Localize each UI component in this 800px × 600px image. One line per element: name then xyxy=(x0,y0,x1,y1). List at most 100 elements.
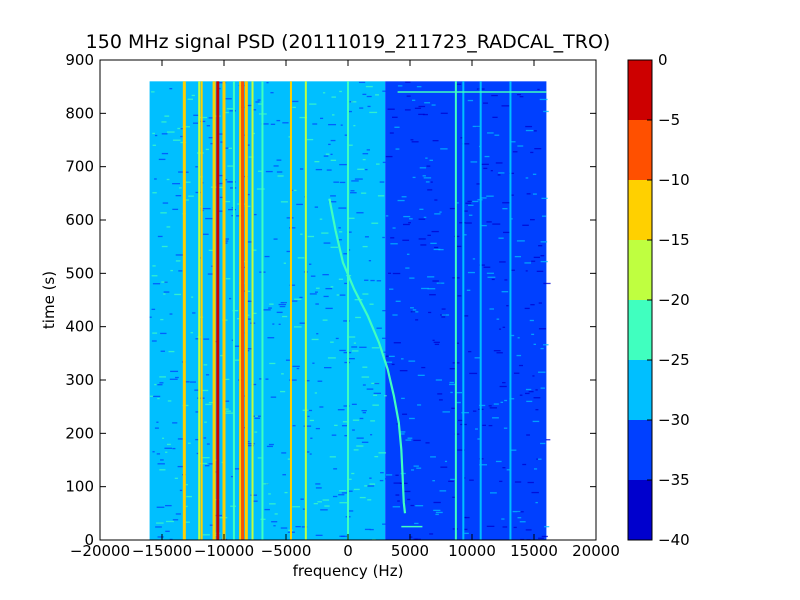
noise-mark xyxy=(464,516,470,519)
noise-mark xyxy=(205,148,209,151)
noise-mark xyxy=(156,421,159,423)
noise-mark xyxy=(346,358,355,360)
noise-mark xyxy=(330,286,334,288)
noise-mark xyxy=(356,445,364,447)
noise-mark xyxy=(371,222,379,224)
noise-mark xyxy=(469,372,478,375)
noise-mark xyxy=(393,482,402,484)
noise-mark xyxy=(502,526,508,528)
noise-mark xyxy=(364,528,371,531)
noise-mark xyxy=(300,233,303,235)
noise-mark xyxy=(509,449,517,451)
noise-mark xyxy=(328,201,337,203)
noise-mark xyxy=(177,438,183,440)
noise-mark xyxy=(196,152,204,154)
noise-mark xyxy=(383,351,391,353)
noise-mark xyxy=(529,219,535,221)
noise-mark xyxy=(419,167,427,169)
noise-mark xyxy=(421,366,426,369)
y-tick-label: 900 xyxy=(65,51,94,69)
noise-mark xyxy=(463,516,467,519)
y-tick-label: 700 xyxy=(65,158,94,176)
noise-mark xyxy=(174,477,178,479)
noise-mark xyxy=(480,224,487,227)
noise-mark xyxy=(372,404,379,406)
noise-mark xyxy=(466,289,471,291)
noise-mark xyxy=(367,485,375,487)
noise-mark xyxy=(341,425,348,427)
noise-mark xyxy=(165,504,172,507)
plot-area xyxy=(149,81,551,540)
noise-mark xyxy=(234,359,242,361)
noise-mark xyxy=(540,241,548,243)
noise-mark xyxy=(348,336,356,338)
chart-title: 150 MHz signal PSD (20111019_211723_RADC… xyxy=(86,31,611,53)
noise-mark xyxy=(253,249,257,251)
noise-mark xyxy=(407,437,413,439)
noise-mark xyxy=(276,171,283,173)
noise-mark xyxy=(355,316,361,319)
noise-mark xyxy=(160,332,167,335)
noise-mark xyxy=(356,212,364,214)
noise-mark xyxy=(351,101,357,103)
noise-mark xyxy=(529,319,534,322)
noise-mark xyxy=(431,230,439,233)
signal-line-13 xyxy=(304,81,307,540)
noise-mark xyxy=(191,296,194,298)
noise-mark xyxy=(175,376,179,379)
noise-mark xyxy=(270,123,276,125)
noise-mark xyxy=(415,505,424,507)
noise-mark xyxy=(154,427,159,429)
noise-mark xyxy=(400,433,405,435)
noise-mark xyxy=(385,355,389,357)
noise-mark xyxy=(205,374,210,376)
noise-mark xyxy=(449,381,454,384)
noise-mark xyxy=(414,522,419,525)
noise-mark xyxy=(178,171,186,173)
noise-mark xyxy=(202,457,210,459)
noise-mark xyxy=(350,192,357,194)
noise-mark xyxy=(434,213,441,215)
noise-mark xyxy=(470,200,479,203)
noise-mark xyxy=(254,431,258,433)
noise-mark xyxy=(418,113,425,116)
noise-mark xyxy=(169,313,173,315)
noise-mark xyxy=(312,362,315,364)
noise-mark xyxy=(513,372,520,374)
noise-mark xyxy=(161,152,169,155)
noise-mark xyxy=(530,151,534,154)
noise-mark xyxy=(277,175,284,177)
noise-mark xyxy=(364,236,369,238)
noise-mark xyxy=(340,124,343,126)
noise-mark xyxy=(533,256,541,259)
drifting-signal xyxy=(328,198,407,514)
noise-mark xyxy=(190,332,193,334)
noise-mark xyxy=(392,506,401,508)
noise-mark xyxy=(154,178,157,180)
noise-mark xyxy=(215,538,224,540)
signal-line-10 xyxy=(251,81,254,540)
noise-mark xyxy=(384,395,387,397)
noise-mark xyxy=(410,139,414,141)
noise-mark xyxy=(191,94,195,97)
noise-mark xyxy=(539,98,548,101)
noise-mark xyxy=(534,148,542,150)
noise-mark xyxy=(517,511,524,513)
noise-mark xyxy=(483,167,488,170)
noise-mark xyxy=(185,505,188,508)
noise-mark xyxy=(514,255,522,258)
noise-mark xyxy=(412,309,417,311)
noise-mark xyxy=(165,451,168,453)
noise-mark xyxy=(509,269,515,271)
noise-mark xyxy=(436,282,445,284)
noise-mark xyxy=(157,536,164,538)
noise-mark xyxy=(328,143,331,146)
noise-mark xyxy=(535,501,538,504)
noise-mark xyxy=(382,337,390,339)
noise-mark xyxy=(540,260,548,263)
noise-mark xyxy=(420,244,427,246)
noise-mark xyxy=(369,528,374,531)
noise-mark xyxy=(208,117,214,119)
noise-mark xyxy=(186,495,192,498)
noise-mark xyxy=(162,437,165,439)
